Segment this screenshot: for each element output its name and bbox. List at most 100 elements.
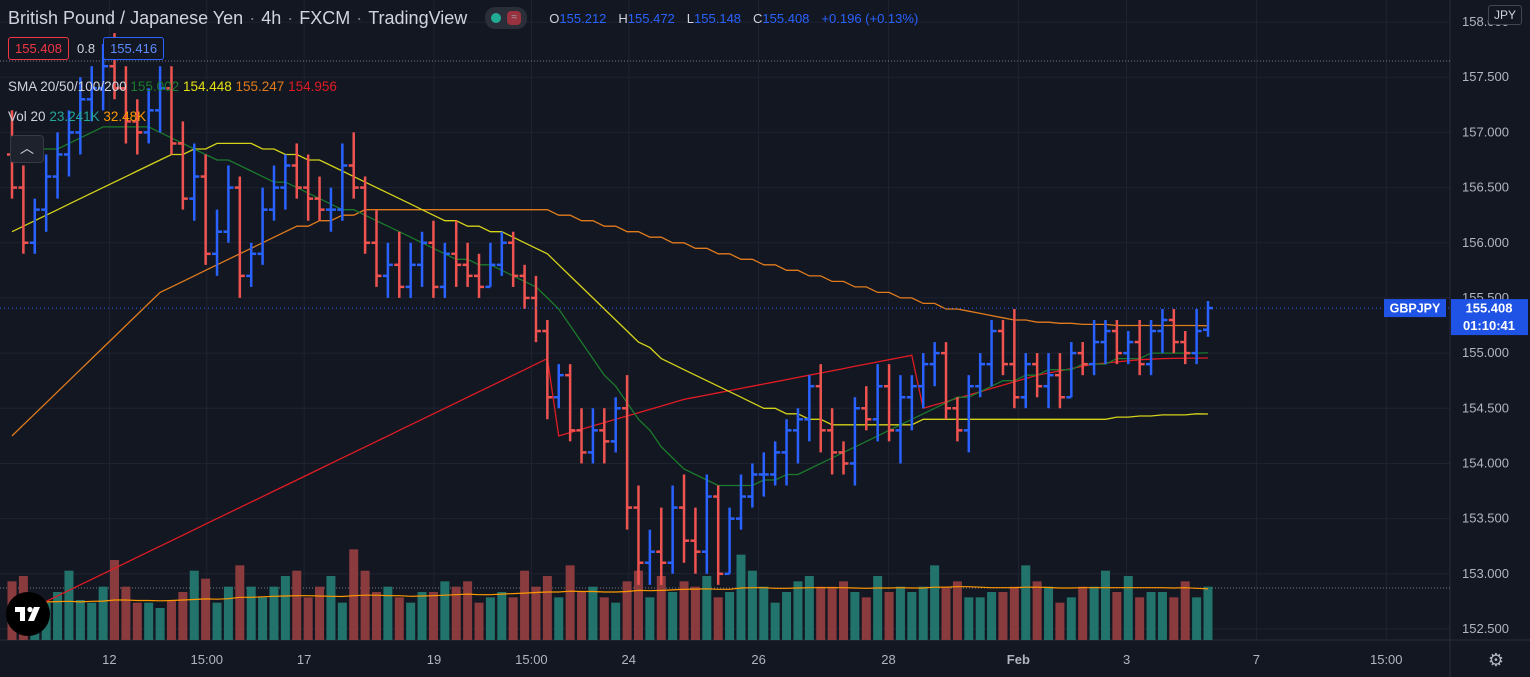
sma-label: SMA 20/50/100/200 [8, 79, 127, 94]
ohlc-bar [895, 375, 906, 464]
y-tick-label: 152.500 [1462, 621, 1509, 636]
interval-label: 4h [261, 7, 282, 28]
ohlc-bar [770, 441, 781, 486]
ohlc-bar [63, 110, 74, 177]
volume-bar [315, 586, 325, 640]
volume-bar [75, 600, 85, 640]
ohlc-bar [587, 408, 598, 464]
volume-bar [64, 570, 74, 640]
ohlc-bar [325, 187, 336, 232]
ohlc-bar [1146, 320, 1157, 376]
volume-bar [816, 586, 826, 640]
ohlc-bar [519, 264, 530, 309]
volume-bar [1135, 597, 1145, 640]
x-tick-label: 7 [1253, 652, 1260, 667]
volume-bar [212, 602, 222, 640]
volume-bar [941, 586, 951, 640]
volume-bar [884, 592, 894, 640]
settings-gear-icon[interactable]: ⚙ [1487, 650, 1504, 670]
sell-bid-button[interactable]: 155.408 [8, 37, 69, 60]
x-tick-label: 19 [427, 652, 441, 667]
ohlc-bar [212, 209, 223, 276]
volume-bar [1021, 565, 1031, 640]
sma20-value: 155.002 [130, 79, 180, 94]
volume-bar [292, 570, 302, 640]
y-tick-label: 154.500 [1462, 400, 1509, 415]
volume-bar [178, 592, 188, 640]
ohlc-bar [929, 342, 940, 387]
ohlc-bar [656, 507, 667, 585]
ohlc-bar [872, 364, 883, 442]
volume-bar [770, 602, 780, 640]
ohlc-bar [18, 165, 29, 254]
volume-bar [873, 576, 883, 640]
volume-bar [964, 597, 974, 640]
ohlc-bar [758, 452, 769, 497]
ohlc-bar [41, 154, 52, 232]
separator-dot: · [249, 7, 256, 28]
volume-bar [702, 576, 712, 640]
sma50-line [11, 142, 1209, 426]
ohlc-bar [792, 408, 803, 464]
sma-legend[interactable]: SMA 20/50/100/200 155.002 154.448 155.24… [8, 79, 337, 94]
ohlc-bar [485, 242, 496, 289]
volume-bar [952, 581, 962, 640]
volume-bar [1180, 581, 1190, 640]
tradingview-logo-icon[interactable] [6, 592, 50, 636]
currency-selector[interactable]: JPY [1487, 5, 1522, 25]
volume-bar [1055, 602, 1065, 640]
x-tick-label: 28 [881, 652, 895, 667]
bid-ask-panel: 155.408 0.8 155.416 [8, 37, 165, 60]
volume-bar [827, 586, 837, 640]
collapse-legend-button[interactable]: ︿ [10, 135, 44, 163]
volume-bar [417, 592, 427, 640]
ohlc-bar [29, 198, 40, 254]
ohlc-bar [417, 231, 428, 287]
ohlc-bar [234, 176, 245, 298]
ohlc-bar [52, 132, 63, 199]
symbol-title[interactable]: British Pound / Japanese Yen · 4h · FXCM · Tra… [8, 8, 467, 29]
volume-bar [531, 586, 541, 640]
ohlc-bar [724, 507, 735, 576]
x-tick-label: 15:00 [1370, 652, 1403, 667]
market-open-dot-icon [491, 13, 502, 23]
volume-bar [98, 586, 108, 640]
ohlc-bar [941, 342, 952, 420]
x-tick-label: 15:00 [515, 652, 548, 667]
wave-icon: ≈ [507, 11, 522, 25]
ohlc-bar [508, 231, 519, 287]
chevron-up-icon: ︿ [20, 140, 34, 156]
volume-legend[interactable]: Vol 20 23.241K 32.48K [8, 109, 146, 124]
ohlc-bar [474, 253, 485, 298]
ohlc-bar [200, 154, 211, 265]
ohlc-bar [1123, 331, 1134, 365]
ohlc-bar [405, 242, 416, 298]
ohlc-bar [337, 143, 348, 221]
volume-bar [155, 608, 165, 640]
x-tick-label: 24 [622, 652, 636, 667]
market-status-pill[interactable]: ≈ [485, 7, 528, 29]
ohlc-bar [291, 143, 302, 199]
ohlc-bar [451, 220, 462, 287]
ohlc-bar [394, 231, 405, 298]
volume-bar [303, 597, 313, 640]
ohlc-bar [827, 408, 838, 475]
ohlc-bar [713, 485, 724, 585]
ohlc-bar [257, 187, 268, 265]
separator-dot: · [287, 7, 294, 28]
ohlc-bar [781, 419, 792, 486]
volume-bar [189, 570, 199, 640]
ohlc-bar [75, 77, 86, 155]
ohlc-bar [861, 386, 872, 431]
volume-bar [280, 576, 290, 640]
volume-bar [1032, 581, 1042, 640]
volume-bar [839, 581, 849, 640]
volume-bar [679, 581, 689, 640]
ohlc-bar [86, 66, 97, 122]
buy-ask-button[interactable]: 155.416 [103, 37, 165, 60]
volume-bar [645, 597, 655, 640]
volume-bar [1078, 586, 1088, 640]
ohlc-bar [303, 154, 314, 221]
x-tick-label: Feb [1007, 652, 1030, 667]
